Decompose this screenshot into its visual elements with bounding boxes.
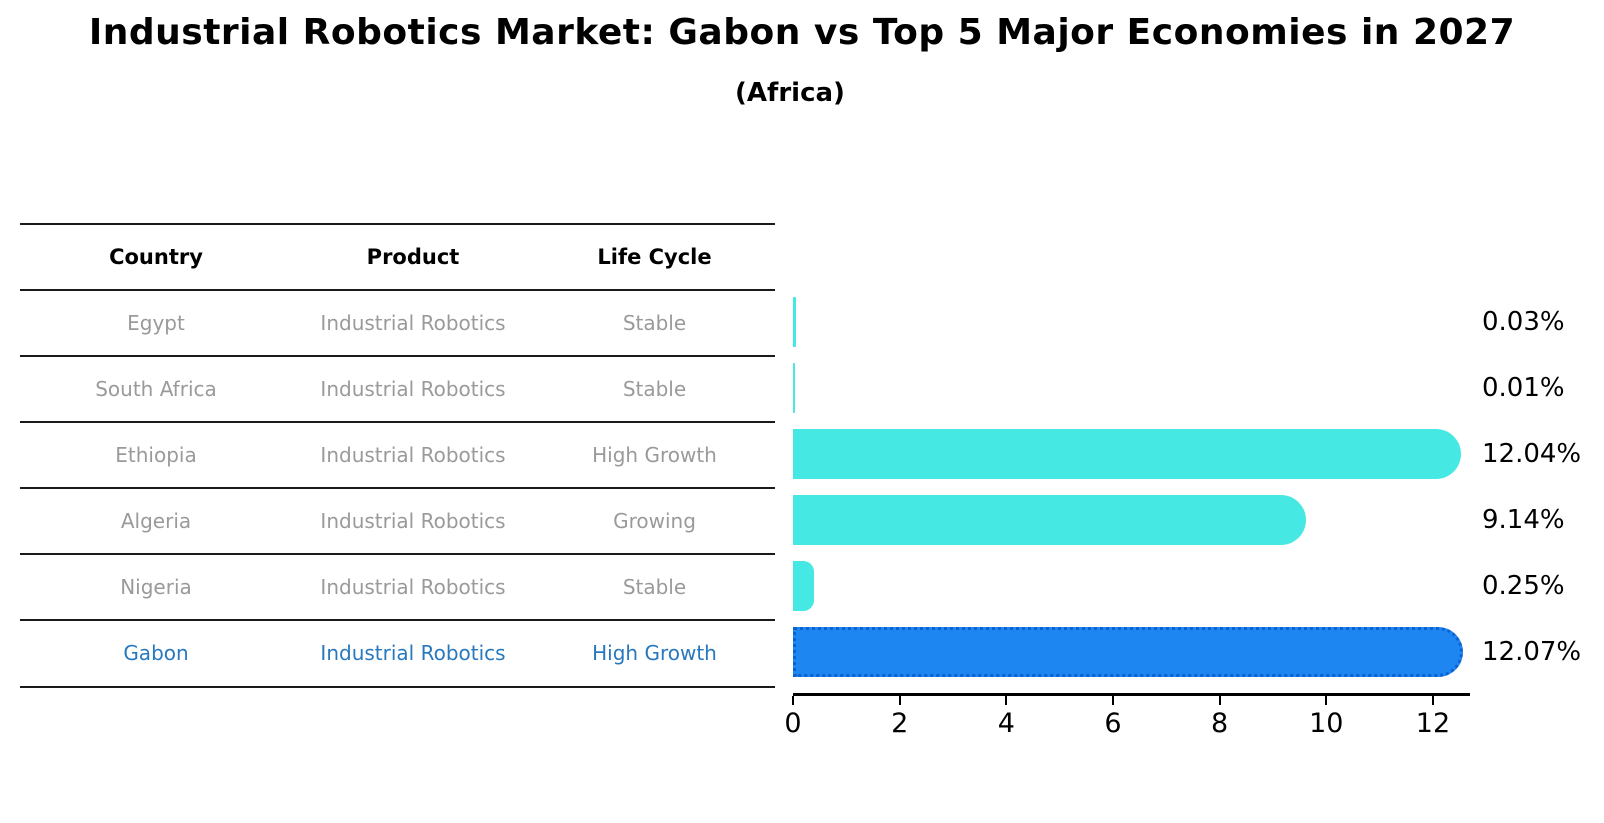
bar xyxy=(793,561,815,611)
table-header-row: Country Product Life Cycle xyxy=(20,223,775,289)
x-tick-mark xyxy=(1218,696,1221,705)
bar-value-label: 12.07% xyxy=(1482,637,1582,667)
bar xyxy=(793,363,795,413)
x-tick-mark xyxy=(898,696,901,705)
table-cell-product: Industrial Robotics xyxy=(320,641,506,665)
bar-value-label: 0.25% xyxy=(1482,571,1565,601)
x-tick-mark xyxy=(1325,696,1328,705)
table-row: Gabon Industrial Robotics High Growth xyxy=(20,619,775,685)
table-cell-life-cycle: High Growth xyxy=(592,443,717,467)
bar-value-label: 9.14% xyxy=(1482,505,1565,535)
table-cell-life-cycle: Stable xyxy=(622,377,687,401)
bar-value-label: 0.01% xyxy=(1482,373,1565,403)
table-cell-product: Industrial Robotics xyxy=(320,509,506,533)
table-cell-product: Industrial Robotics xyxy=(320,443,506,467)
x-tick-label: 10 xyxy=(1309,708,1344,739)
x-tick-mark xyxy=(1005,696,1008,705)
bar xyxy=(793,495,1307,545)
table-cell-country: Nigeria xyxy=(120,575,192,599)
table-cell-country: Gabon xyxy=(123,641,189,665)
table-cell-country: Egypt xyxy=(127,311,185,335)
table-cell-life-cycle: Stable xyxy=(622,575,687,599)
table-cell-country: Algeria xyxy=(120,509,192,533)
x-tick-label: 12 xyxy=(1415,708,1451,739)
table-header-life-cycle: Life Cycle xyxy=(597,245,712,269)
table-cell-product: Industrial Robotics xyxy=(320,377,506,401)
bar xyxy=(793,429,1462,479)
table-cell-life-cycle: Stable xyxy=(622,311,687,335)
table-cell-product: Industrial Robotics xyxy=(320,311,506,335)
x-tick-label: 6 xyxy=(1104,708,1122,739)
table-cell-life-cycle: Growing xyxy=(613,509,696,533)
x-tick-label: 4 xyxy=(997,708,1015,739)
x-axis-spine xyxy=(793,693,1471,696)
table-cell-life-cycle: High Growth xyxy=(592,641,717,665)
x-tick-mark xyxy=(1111,696,1114,705)
table-row: Ethiopia Industrial Robotics High Growth xyxy=(20,421,775,487)
table-row: Nigeria Industrial Robotics Stable xyxy=(20,553,775,619)
bar-value-label: 0.03% xyxy=(1482,307,1565,337)
x-tick-label: 2 xyxy=(891,708,909,739)
bar xyxy=(793,297,796,347)
table-cell-country: South Africa xyxy=(95,377,217,401)
table-cell-product: Industrial Robotics xyxy=(320,575,506,599)
table-cell-country: Ethiopia xyxy=(115,443,197,467)
table-header-product: Product xyxy=(366,245,460,269)
chart-subtitle: (Africa) xyxy=(735,78,845,108)
bar-value-label: 12.04% xyxy=(1482,439,1582,469)
x-tick-mark xyxy=(792,696,794,705)
chart-title: Industrial Robotics Market: Gabon vs Top… xyxy=(88,12,1516,53)
table-header-country: Country xyxy=(109,245,203,269)
x-tick-mark xyxy=(1431,696,1434,705)
x-tick-label: 0 xyxy=(784,708,802,739)
table-row: Algeria Industrial Robotics Growing xyxy=(20,487,775,553)
table-bottom-line xyxy=(20,686,775,688)
bar-gabon-highlighted xyxy=(793,627,1463,677)
table-row: South Africa Industrial Robotics Stable xyxy=(20,355,775,421)
table-row: Egypt Industrial Robotics Stable xyxy=(20,289,775,355)
x-tick-label: 8 xyxy=(1211,708,1229,739)
